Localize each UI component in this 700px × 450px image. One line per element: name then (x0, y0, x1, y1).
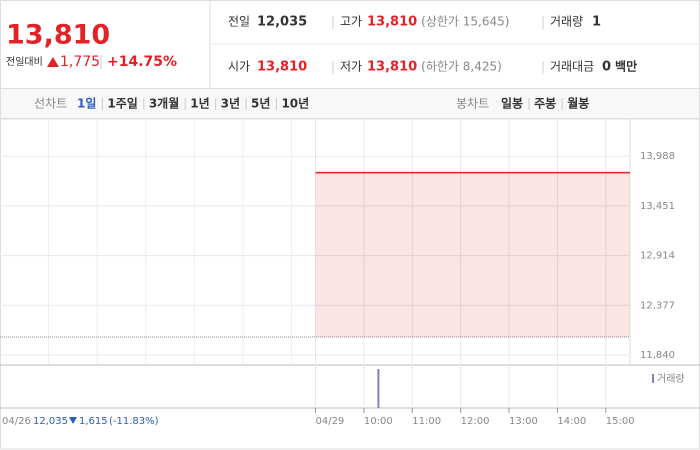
prev-change: 1,615 (79, 416, 108, 427)
tab[interactable]: 주봉 (534, 97, 556, 111)
change-label: 전일대비 (6, 56, 43, 68)
x-tick-label: 11:00 (412, 416, 441, 427)
item-label: 전일 (228, 15, 250, 29)
x-tick-label: 15:00 (606, 416, 635, 427)
tab-label: 선차트 (34, 97, 67, 111)
x-tick-label: 10:00 (364, 416, 393, 427)
item-unit: 백만 (615, 59, 637, 74)
down-icon (69, 417, 77, 424)
item-label: 거래대금 (550, 60, 594, 74)
y-tick-label: 13,988 (640, 151, 675, 162)
item-note: (상한가 15,645) (421, 15, 509, 29)
legend-swatch (652, 374, 654, 383)
tab[interactable]: 5년 (251, 97, 270, 111)
x-tick-label: 13:00 (509, 416, 538, 427)
item-value: 0 (602, 60, 611, 75)
tab-bar (0, 88, 700, 119)
tab[interactable]: 1일 (77, 97, 96, 111)
tab[interactable]: 3년 (221, 97, 240, 111)
tab[interactable]: 3개월 (149, 96, 179, 111)
volume-bar (377, 369, 380, 408)
item-label: 고가 (340, 15, 362, 29)
change-pct: +14.75% (107, 54, 177, 70)
area (315, 172, 630, 337)
tab[interactable]: 10년 (281, 97, 309, 111)
y-tick-label: 11,840 (640, 350, 675, 361)
x-tick-label: 12:00 (461, 416, 490, 427)
item-label: 거래량 (550, 15, 583, 29)
up-icon (47, 57, 59, 67)
item-value: 13,810 (367, 15, 417, 30)
legend-label: 거래량 (657, 373, 685, 385)
tab[interactable]: 일봉 (501, 97, 523, 111)
item-label: 시가 (228, 60, 250, 74)
item-value: 1 (592, 15, 601, 30)
y-tick-label: 12,377 (640, 300, 675, 311)
price: 13,810 (6, 20, 110, 51)
tab[interactable]: 1년 (190, 97, 209, 111)
item-value: 13,810 (367, 60, 417, 75)
x-tick-label: 14:00 (557, 416, 586, 427)
item-value: 12,035 (257, 15, 307, 30)
item-label: 저가 (340, 60, 362, 74)
tab[interactable]: 1주일 (107, 97, 137, 111)
tab-label: 봉차트 (456, 97, 489, 111)
item-value: 13,810 (257, 60, 307, 75)
x-tick-label: 04/29 (315, 416, 344, 427)
item-note: (하한가 8,425) (421, 60, 502, 74)
y-tick-label: 13,451 (640, 201, 675, 212)
prev-close: 12,035 (33, 416, 68, 427)
tab[interactable]: 월봉 (567, 96, 589, 111)
y-tick-label: 12,914 (640, 251, 675, 262)
prev-date: 04/26 (2, 416, 31, 427)
change: 1,775 (60, 54, 100, 70)
prev-change-pct: (-11.83%) (109, 416, 159, 427)
